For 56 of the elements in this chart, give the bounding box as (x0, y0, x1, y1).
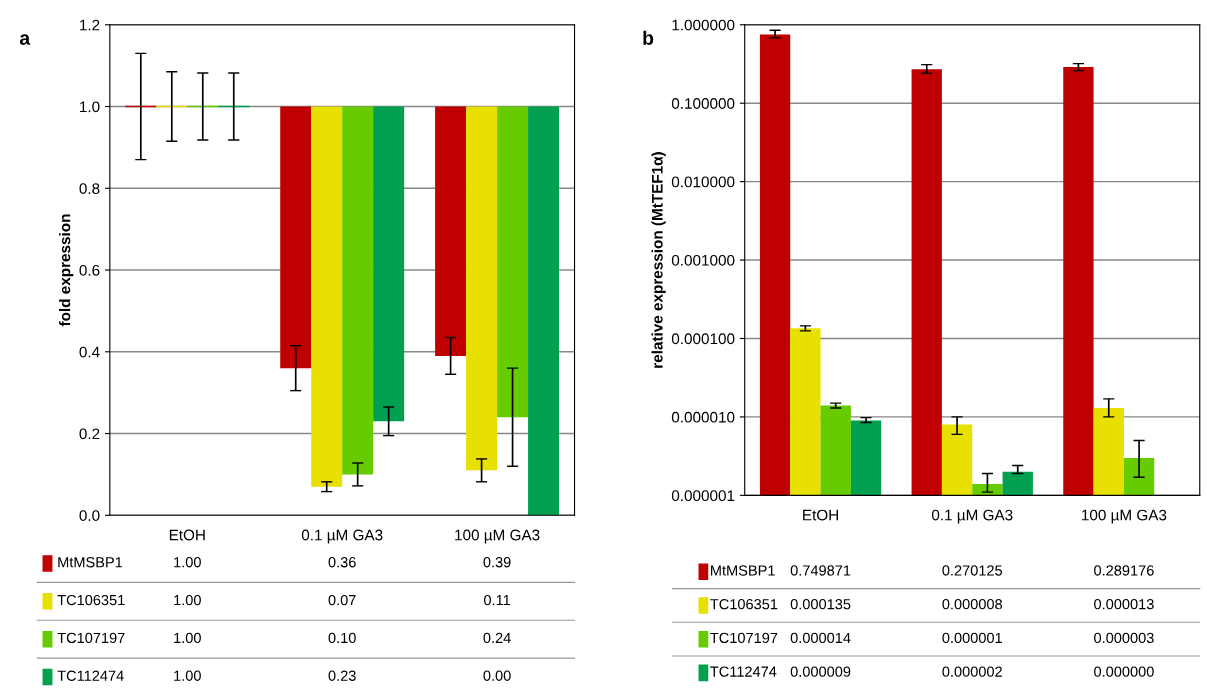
chart-title: a (19, 34, 31, 45)
data-label: 0.10 (328, 632, 356, 644)
legend-label: TC112474 (710, 666, 777, 677)
legend-label: TC112474 (57, 670, 124, 681)
data-label: 0.749871 (790, 565, 851, 576)
x-tick-label: EtOH (169, 529, 205, 541)
y-tick-label: 0.010000 (671, 176, 735, 188)
y-tick-label: 0.001000 (671, 254, 735, 266)
data-label: 0.000014 (790, 632, 851, 644)
text: 0.000000 (1094, 666, 1154, 677)
data-label: 0.000002 (942, 666, 1002, 677)
legend-label: MtMSBP1 (58, 557, 123, 568)
y-tick-label: 0.000001 (671, 490, 735, 502)
data-label: 1.00 (174, 670, 201, 681)
data-label: 0.000001 (942, 632, 1002, 644)
data-label: 0.000135 (790, 599, 851, 610)
y-tick-label: 0.000100 (671, 333, 735, 345)
data-label: 0.07 (328, 594, 356, 606)
y-tick-label: 0.6 (79, 264, 100, 276)
data-label: 0.000013 (1094, 599, 1154, 610)
y-tick-label: 1.000000 (672, 19, 735, 31)
legend-label: MtMSBP1 (711, 565, 775, 576)
legend-label: TC107197 (710, 632, 778, 644)
chart-title: b (643, 30, 654, 45)
y-tick-label: 1.0 (80, 101, 100, 113)
y-tick-label: 0.100000 (671, 98, 735, 109)
legend-label: TC106351 (710, 599, 778, 610)
legend-label: TC106351 (57, 594, 125, 606)
legend-label: TC107197 (57, 632, 125, 644)
data-label: 0.289176 (1094, 565, 1154, 576)
data-label: 0.000008 (942, 599, 1003, 610)
data-label: 0.36 (328, 557, 356, 568)
data-label: 0.23 (328, 670, 356, 681)
data-label: 0.000003 (1094, 632, 1154, 644)
data-label: 0.270125 (942, 565, 1003, 576)
x-tick-label: EtOH (803, 509, 838, 521)
y-tick-label: 0.2 (79, 428, 100, 440)
data-label: 0.11 (484, 594, 511, 606)
data-label: 0.39 (483, 557, 511, 568)
data-label: 1.00 (174, 557, 201, 568)
data-label: 0.000009 (790, 666, 851, 677)
y-tick-label: 0.000010 (671, 411, 735, 423)
data-label: 0.00 (483, 670, 511, 681)
x-tick-label: 0.1 µM GA3 (931, 509, 1013, 524)
x-tick-label: 100 µM GA3 (455, 529, 540, 544)
data-label: 1.00 (174, 594, 201, 606)
x-tick-label: 0.1 µM GA3 (301, 529, 383, 544)
y-tick-label: 1.2 (80, 19, 100, 31)
x-tick-label: 100 µM GA3 (1082, 509, 1167, 524)
data-label: 0.24 (483, 632, 511, 644)
y-tick-label: 0.4 (79, 346, 100, 358)
y-tick-label: 0.8 (79, 183, 100, 194)
y-axis-title: relative expression (MtTEF1α) (651, 152, 666, 368)
y-axis-title: fold expression (59, 214, 74, 327)
data-label: 1.00 (174, 632, 201, 644)
y-tick-label: 0.0 (79, 510, 100, 521)
